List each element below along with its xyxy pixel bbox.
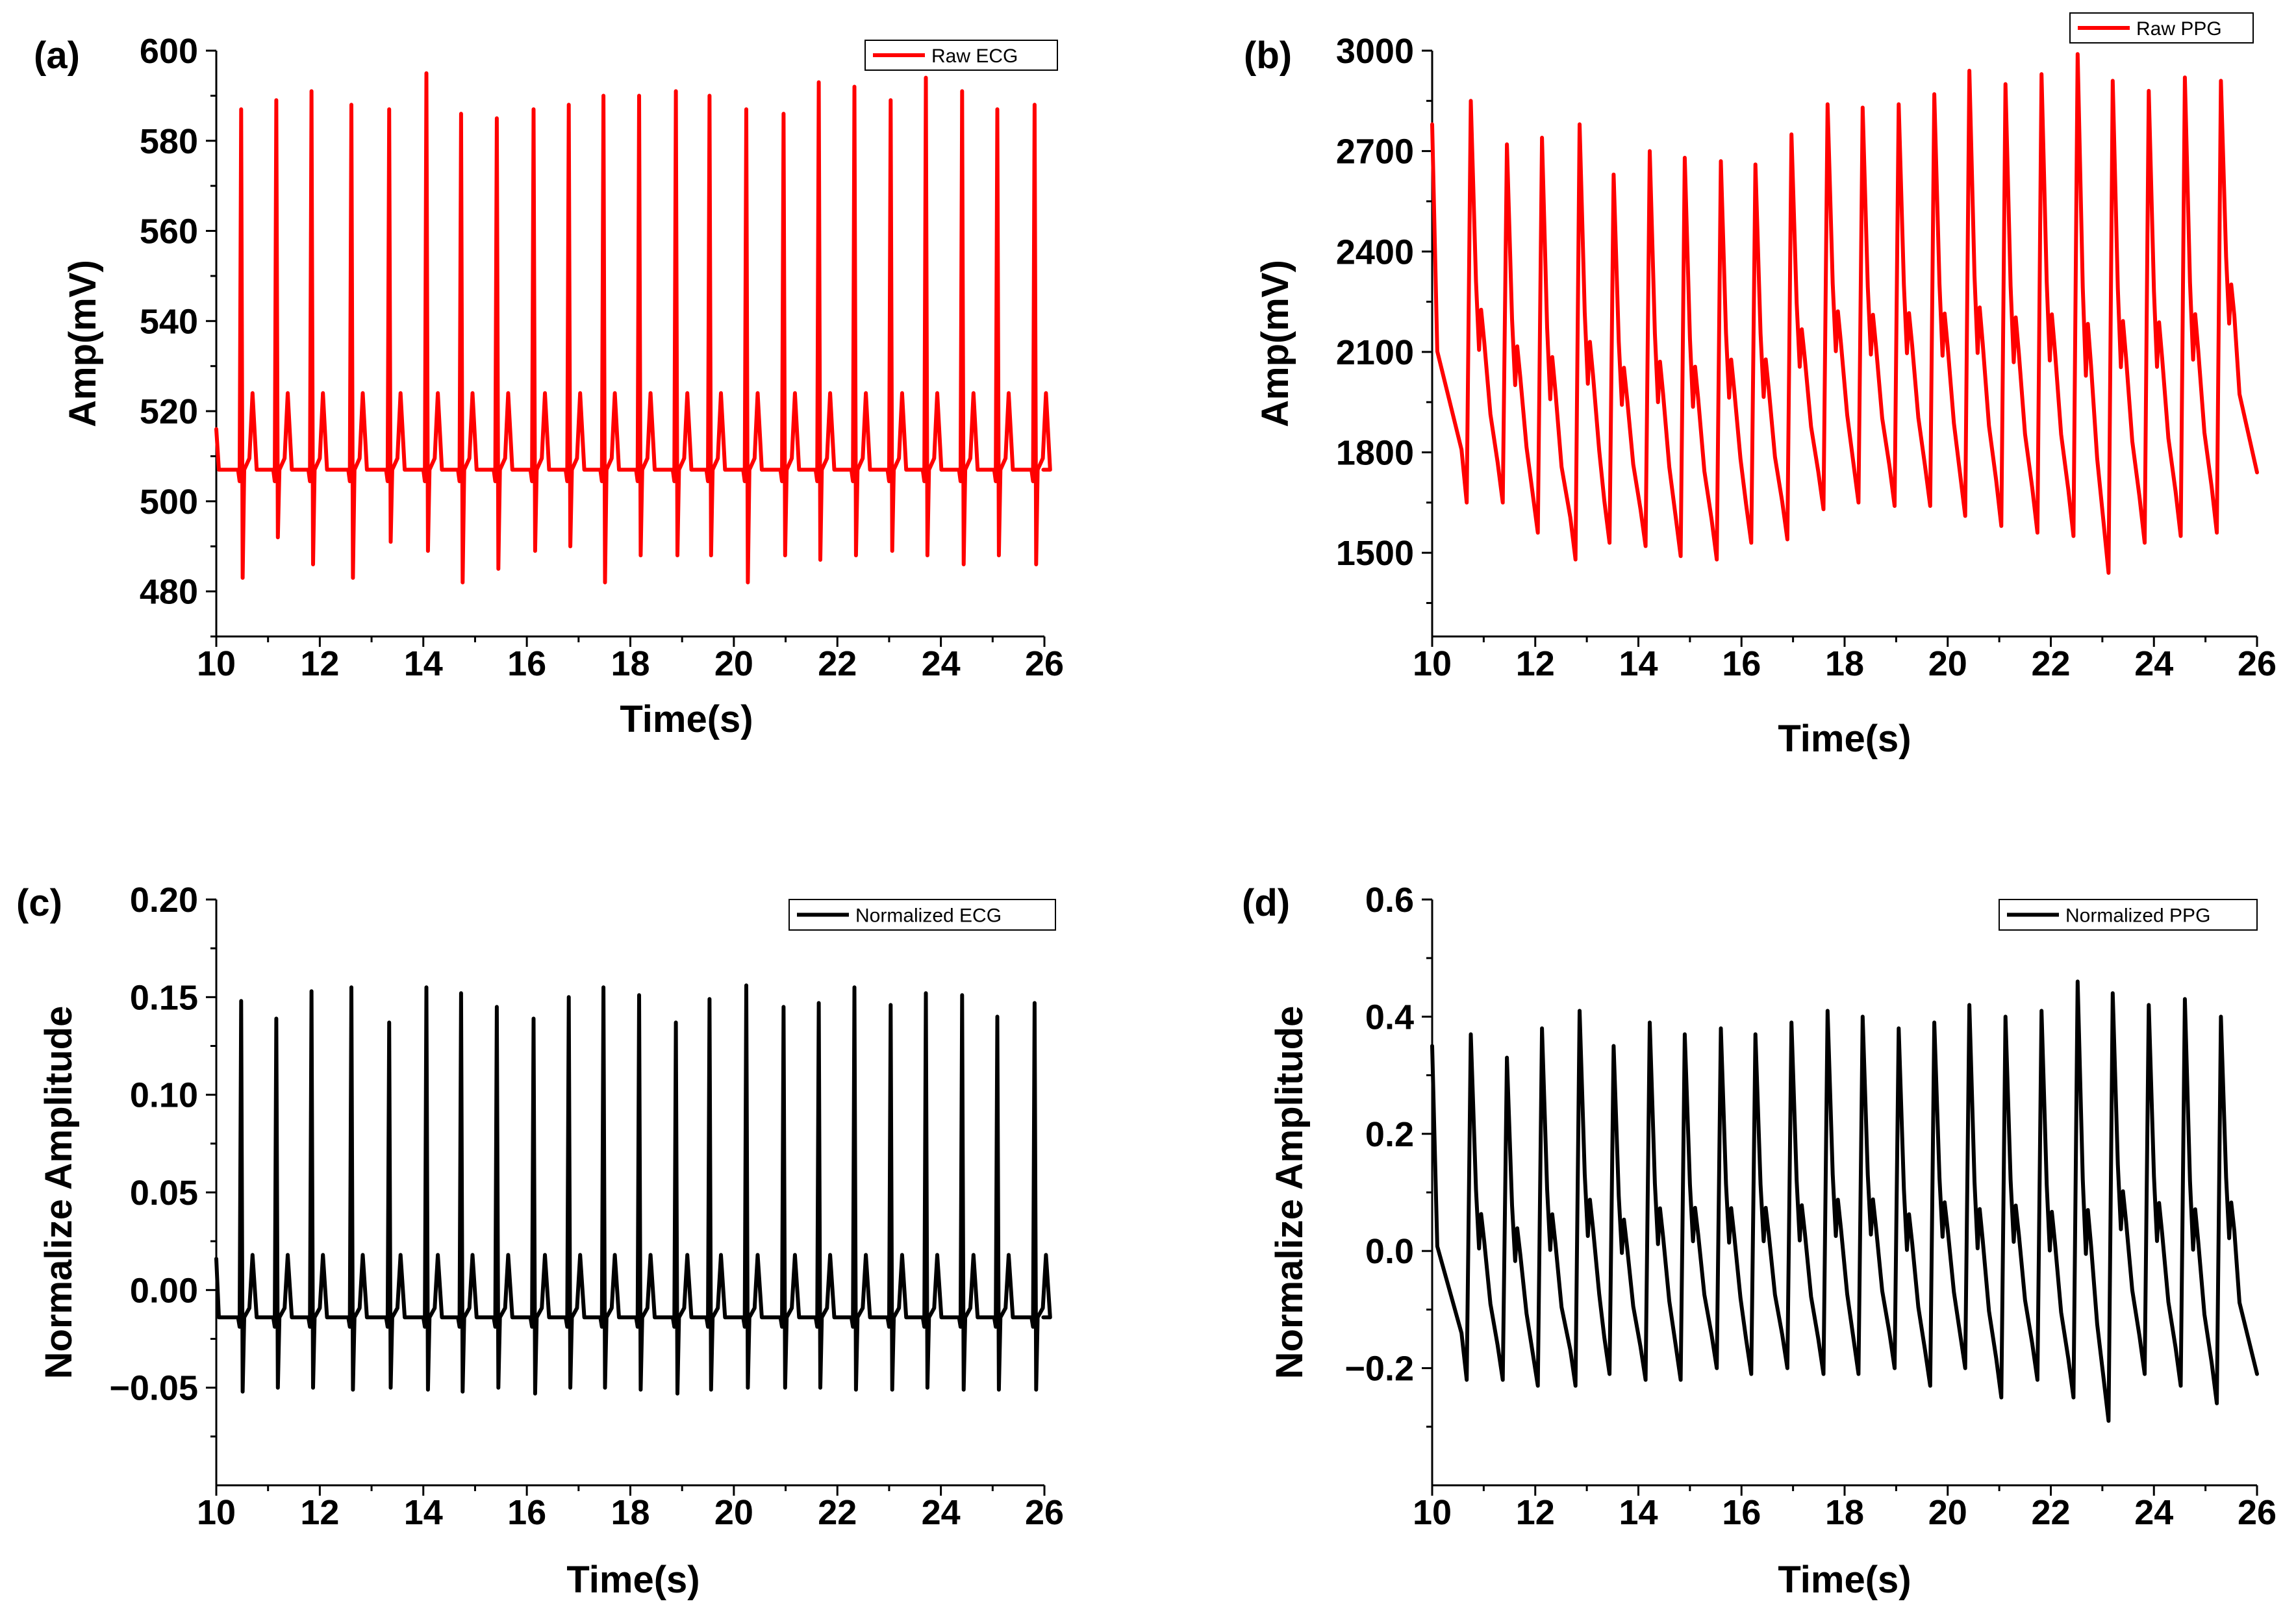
x-axis-label: Time(s) <box>620 698 753 740</box>
x-tick-label: 12 <box>300 644 339 683</box>
y-axis-label: Amp(mV) <box>1254 260 1296 427</box>
chart-panel: (b) 10 12 14 16 18 20 22 24 26 1500 1800 2100 2400 270… <box>1244 12 2277 760</box>
x-tick-label: 18 <box>611 1493 650 1532</box>
panel-label: (c) <box>16 882 62 924</box>
x-tick-label: 20 <box>1928 644 1967 683</box>
y-tick-label: 2400 <box>1336 233 1414 271</box>
y-tick-label: 2100 <box>1336 333 1414 372</box>
x-tick-label: 10 <box>1413 644 1452 683</box>
legend-label: Normalized ECG <box>855 905 1002 927</box>
y-tick-label: 0.4 <box>1365 998 1414 1037</box>
panel-label: (a) <box>34 34 80 77</box>
x-tick-label: 26 <box>2238 1493 2277 1532</box>
y-axis-label: Amp(mV) <box>62 260 104 427</box>
y-tick-label: 0.10 <box>130 1076 198 1115</box>
x-axis-label: Time(s) <box>1778 1559 1911 1601</box>
y-axis-label: Normalize Amplitude <box>1268 1006 1311 1379</box>
x-tick-label: 14 <box>404 644 443 683</box>
y-tick-label: 0.0 <box>1365 1232 1414 1271</box>
series-line <box>214 983 1052 1396</box>
series-line <box>214 71 1052 585</box>
y-tick-label: 520 <box>140 392 198 431</box>
y-tick-label: −0.05 <box>109 1369 198 1408</box>
panel-label: (d) <box>1242 882 1290 924</box>
legend-label: Raw ECG <box>931 45 1018 67</box>
x-tick-label: 24 <box>2134 1493 2173 1532</box>
x-tick-label: 12 <box>1516 644 1555 683</box>
y-tick-label: 560 <box>140 212 198 251</box>
x-tick-label: 24 <box>922 1493 961 1532</box>
chart-panel: (d) 10 12 14 16 18 20 22 24 26 −0.2 0.0 0.2 0.4 0.6 Tim… <box>1242 881 2277 1601</box>
y-tick-label: 500 <box>140 483 198 522</box>
y-tick-label: 0.00 <box>130 1271 198 1310</box>
x-tick-label: 24 <box>922 644 961 683</box>
y-tick-label: 0.20 <box>130 881 198 920</box>
y-tick-label: 580 <box>140 122 198 161</box>
x-tick-label: 22 <box>818 1493 857 1532</box>
x-tick-label: 16 <box>1722 644 1761 683</box>
x-tick-label: 18 <box>1825 1493 1864 1532</box>
y-tick-label: 480 <box>140 573 198 612</box>
panel-label: (b) <box>1244 34 1292 77</box>
x-tick-label: 22 <box>2031 1493 2070 1532</box>
x-tick-label: 26 <box>2238 644 2277 683</box>
y-tick-label: 2700 <box>1336 132 1414 171</box>
x-tick-label: 14 <box>1619 1493 1658 1532</box>
x-tick-label: 16 <box>507 644 546 683</box>
series-line <box>1430 979 2259 1423</box>
x-tick-label: 16 <box>507 1493 546 1532</box>
y-tick-label: 0.05 <box>130 1174 198 1213</box>
x-tick-label: 12 <box>1516 1493 1555 1532</box>
legend-label: Normalized PPG <box>2065 905 2210 927</box>
x-tick-label: 14 <box>1619 644 1658 683</box>
y-tick-label: −0.2 <box>1344 1350 1414 1389</box>
x-tick-label: 10 <box>197 1493 236 1532</box>
x-tick-label: 22 <box>818 644 857 683</box>
x-tick-label: 22 <box>2031 644 2070 683</box>
x-tick-label: 10 <box>197 644 236 683</box>
y-tick-label: 0.2 <box>1365 1115 1414 1154</box>
y-axis-label: Normalize Amplitude <box>38 1006 80 1379</box>
x-tick-label: 24 <box>2134 644 2173 683</box>
x-axis-label: Time(s) <box>566 1559 700 1601</box>
x-tick-label: 18 <box>1825 644 1864 683</box>
series-line <box>1430 52 2259 575</box>
y-tick-label: 0.6 <box>1365 881 1414 920</box>
y-tick-label: 3000 <box>1336 32 1414 71</box>
x-tick-label: 26 <box>1025 644 1064 683</box>
y-tick-label: 1500 <box>1336 534 1414 573</box>
x-tick-label: 20 <box>714 1493 753 1532</box>
y-tick-label: 540 <box>140 302 198 341</box>
x-tick-label: 10 <box>1413 1493 1452 1532</box>
x-tick-label: 14 <box>404 1493 443 1532</box>
x-axis-label: Time(s) <box>1778 718 1911 760</box>
x-tick-label: 12 <box>300 1493 339 1532</box>
chart-panel: (c) 10 12 14 16 18 20 22 24 26 −0.05 0.00 0.05 0.10 0.… <box>16 881 1064 1601</box>
chart-panel: (a) 10 12 14 16 18 20 22 24 26 480 500 520 540 560 580 6… <box>34 32 1064 740</box>
x-tick-label: 20 <box>714 644 753 683</box>
legend-label: Raw PPG <box>2136 18 2222 40</box>
x-tick-label: 20 <box>1928 1493 1967 1532</box>
y-tick-label: 600 <box>140 32 198 71</box>
y-tick-label: 1800 <box>1336 434 1414 473</box>
x-tick-label: 18 <box>611 644 650 683</box>
x-tick-label: 26 <box>1025 1493 1064 1532</box>
y-tick-label: 0.15 <box>130 978 198 1017</box>
x-tick-label: 16 <box>1722 1493 1761 1532</box>
